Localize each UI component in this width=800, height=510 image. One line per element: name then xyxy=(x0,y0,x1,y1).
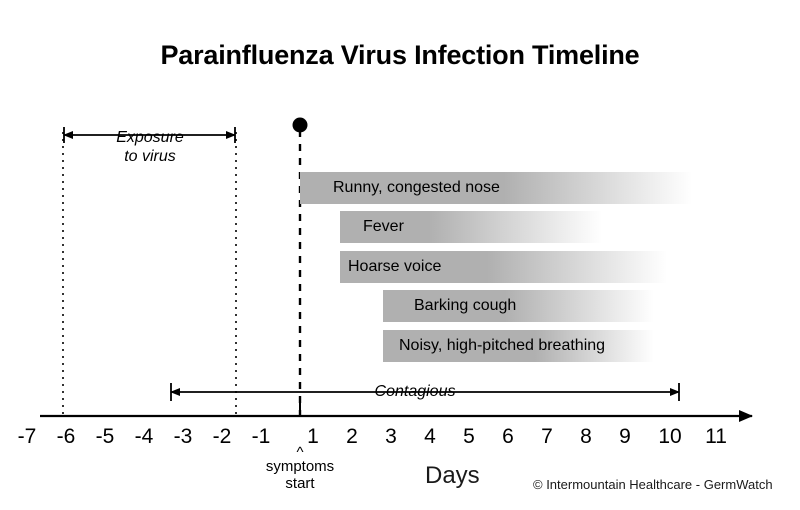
axis-tick-label: 7 xyxy=(541,425,553,448)
symptoms-start-annotation: symptoms start xyxy=(250,458,350,492)
axis-tick-label: -7 xyxy=(17,425,37,448)
symptom-bar-label-barking-cough: Barking cough xyxy=(414,297,517,314)
symptom-bar-fever xyxy=(340,211,602,243)
symptom-bar-label-runny-nose: Runny, congested nose xyxy=(333,179,500,196)
page-title: Parainfluenza Virus Infection Timeline xyxy=(160,40,640,70)
symptom-bar-barking-cough xyxy=(383,290,654,322)
symptom-bar-runny-nose xyxy=(300,172,692,204)
axis-tick-label: 5 xyxy=(463,425,475,448)
symptom-bar-hoarse-voice xyxy=(340,251,667,283)
axis-title-days: Days xyxy=(425,462,480,489)
contagious-annotation: Contagious xyxy=(374,383,456,400)
axis-tick-label: 6 xyxy=(502,425,514,448)
symptom-bar-label-hoarse-voice: Hoarse voice xyxy=(348,258,442,275)
axis-tick-label: 11 xyxy=(705,425,727,448)
axis-tick-label: -5 xyxy=(95,425,115,448)
symptoms-start-line2: start xyxy=(285,475,315,492)
exposure-label-line1: Exposure xyxy=(116,129,184,146)
axis-tick-label: 4 xyxy=(424,425,436,448)
axis-tick-label: -2 xyxy=(212,425,232,448)
exposure-label-line2: to virus xyxy=(124,148,176,165)
symptoms-start-caret: ^ xyxy=(296,444,304,461)
symptom-bar-label-noisy-breathing: Noisy, high-pitched breathing xyxy=(399,337,606,354)
axis-tick-label: -1 xyxy=(251,425,271,448)
axis-tick-label: 8 xyxy=(580,425,592,448)
axis-tick-label: 2 xyxy=(346,425,358,448)
symptom-bar-noisy-breathing xyxy=(383,330,654,362)
exposure-annotation: Exposure to virus xyxy=(95,128,205,166)
symptoms-start-line1: symptoms xyxy=(265,458,335,475)
axis-tick-label: 3 xyxy=(385,425,397,448)
symptom-onset-dot xyxy=(292,117,308,133)
axis-tick-label: -3 xyxy=(173,425,193,448)
axis-tick-label: -4 xyxy=(134,425,154,448)
axis-tick-label: 9 xyxy=(619,425,631,448)
axis-tick-label: 1 xyxy=(307,425,319,448)
axis-tick-label: -6 xyxy=(56,425,76,448)
axis-tick-label: 10 xyxy=(658,425,682,448)
symptom-bar-label-fever: Fever xyxy=(363,218,404,235)
copyright-notice: © Intermountain Healthcare - GermWatch xyxy=(533,477,773,492)
